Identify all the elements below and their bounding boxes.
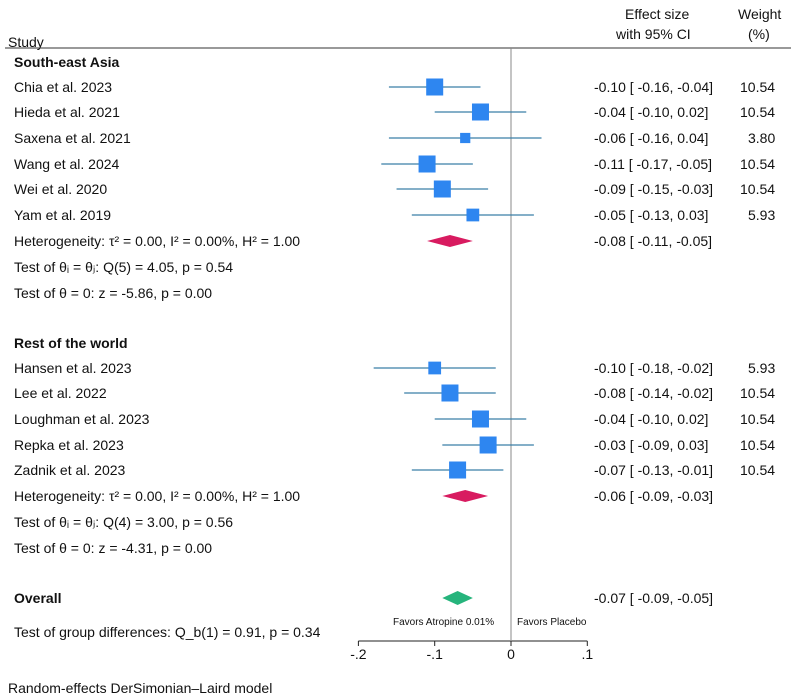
study-name: Yam et al. 2019 (14, 207, 112, 223)
ci-text: -0.05 [ -0.13, 0.03] (594, 207, 709, 223)
favors-right-label: Favors Placebo (517, 617, 587, 628)
weight-text: 10.54 (740, 411, 776, 427)
column-header-effect-line1: Effect size (625, 6, 690, 22)
subgroup-diamond (442, 490, 489, 502)
x-tick-label: -.2 (350, 646, 367, 662)
group-title: Rest of the world (14, 335, 128, 351)
ci-text: -0.04 [ -0.10, 0.02] (594, 411, 709, 427)
study-square (460, 132, 471, 144)
column-header-weight-line1: Weight (738, 6, 782, 22)
pooled-ci-text: -0.08 [ -0.11, -0.05] (594, 233, 713, 249)
study-name: Wei et al. 2020 (14, 181, 108, 197)
study-name: Zadnik et al. 2023 (14, 462, 126, 478)
group-title: South-east Asia (14, 54, 120, 70)
favors-left-label: Favors Atropine 0.01% (393, 617, 495, 628)
study-name: Loughman et al. 2023 (14, 411, 150, 427)
test-equal-text: Test of θᵢ = θⱼ: Q(5) = 4.05, p = 0.54 (14, 259, 234, 275)
study-square (426, 78, 444, 96)
study-square (449, 461, 467, 479)
study-square (433, 180, 451, 198)
footnote: Random-effects DerSimonian–Laird model (8, 680, 273, 696)
test-zero-text: Test of θ = 0: z = -5.86, p = 0.00 (14, 285, 213, 301)
ci-text: -0.04 [ -0.10, 0.02] (594, 104, 709, 120)
overall-diamond (442, 591, 473, 605)
weight-text: 10.54 (740, 462, 776, 478)
weight-text: 10.54 (740, 79, 776, 95)
overall-label: Overall (14, 590, 62, 606)
weight-text: 10.54 (740, 437, 776, 453)
study-name: Chia et al. 2023 (14, 79, 113, 95)
weight-text: 3.80 (748, 130, 776, 146)
column-header-weight-line2: (%) (748, 26, 770, 42)
study-square (428, 361, 442, 375)
study-name: Lee et al. 2022 (14, 385, 107, 401)
study-name: Hansen et al. 2023 (14, 360, 132, 376)
group-test-text: Test of group differences: Q_b(1) = 0.91… (14, 624, 321, 640)
study-name: Saxena et al. 2021 (14, 130, 131, 146)
ci-text: -0.08 [ -0.14, -0.02] (594, 385, 714, 401)
ci-text: -0.09 [ -0.15, -0.03] (594, 181, 714, 197)
weight-text: 5.93 (748, 360, 776, 376)
weight-text: 10.54 (740, 181, 776, 197)
study-name: Repka et al. 2023 (14, 437, 124, 453)
ci-text: -0.07 [ -0.13, -0.01] (594, 462, 714, 478)
study-name: Wang et al. 2024 (14, 156, 120, 172)
x-tick-label: -.1 (427, 646, 444, 662)
heterogeneity-text: Heterogeneity: τ² = 0.00, I² = 0.00%, H²… (14, 488, 301, 504)
ci-text: -0.03 [ -0.09, 0.03] (594, 437, 709, 453)
ci-text: -0.10 [ -0.18, -0.02] (594, 360, 714, 376)
study-square (418, 155, 436, 173)
ci-text: -0.11 [ -0.17, -0.05] (594, 156, 713, 172)
ci-text: -0.06 [ -0.16, 0.04] (594, 130, 709, 146)
study-square (466, 208, 480, 222)
ci-text: -0.10 [ -0.16, -0.04] (594, 79, 714, 95)
weight-text: 5.93 (748, 207, 776, 223)
column-header-effect-line2: with 95% CI (616, 26, 691, 42)
overall-ci-text: -0.07 [ -0.09, -0.05] (594, 590, 714, 606)
weight-text: 10.54 (740, 385, 776, 401)
study-square (479, 436, 497, 454)
study-name: Hieda et al. 2021 (14, 104, 120, 120)
test-equal-text: Test of θᵢ = θⱼ: Q(4) = 3.00, p = 0.56 (14, 514, 234, 530)
weight-text: 10.54 (740, 104, 776, 120)
study-square (471, 410, 489, 428)
study-square (471, 103, 489, 121)
pooled-ci-text: -0.06 [ -0.09, -0.03] (594, 488, 714, 504)
test-zero-text: Test of θ = 0: z = -4.31, p = 0.00 (14, 540, 213, 556)
x-tick-label: 0 (507, 646, 515, 662)
heterogeneity-text: Heterogeneity: τ² = 0.00, I² = 0.00%, H²… (14, 233, 301, 249)
subgroup-diamond (427, 235, 473, 247)
study-square (441, 384, 459, 402)
x-tick-label: .1 (581, 646, 593, 662)
weight-text: 10.54 (740, 156, 776, 172)
column-header-study: Study (8, 34, 44, 50)
